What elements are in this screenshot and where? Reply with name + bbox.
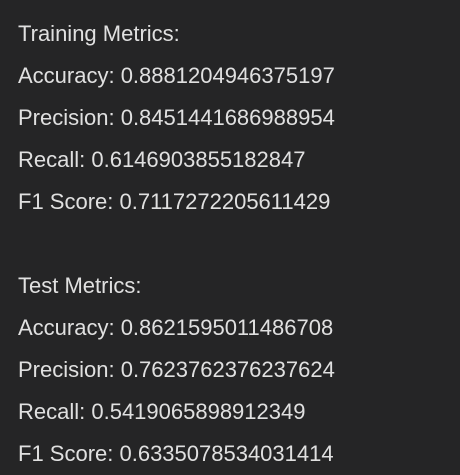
training-accuracy-line: Accuracy: 0.8881204946375197 — [18, 63, 335, 88]
training-f1-line: F1 Score: 0.7117272205611429 — [18, 189, 331, 214]
test-accuracy-line: Accuracy: 0.8621595011486708 — [18, 315, 334, 340]
metrics-output: Training Metrics: Accuracy: 0.8881204946… — [18, 13, 454, 475]
training-recall-line: Recall: 0.6146903855182847 — [18, 147, 306, 172]
training-metrics-heading: Training Metrics: — [18, 21, 180, 46]
training-precision-line: Precision: 0.8451441686988954 — [18, 105, 335, 130]
test-f1-line: F1 Score: 0.6335078534031414 — [18, 441, 334, 466]
test-metrics-heading: Test Metrics: — [18, 273, 142, 298]
blank-line — [18, 223, 454, 265]
test-precision-line: Precision: 0.7623762376237624 — [18, 357, 335, 382]
test-recall-line: Recall: 0.5419065898912349 — [18, 399, 306, 424]
